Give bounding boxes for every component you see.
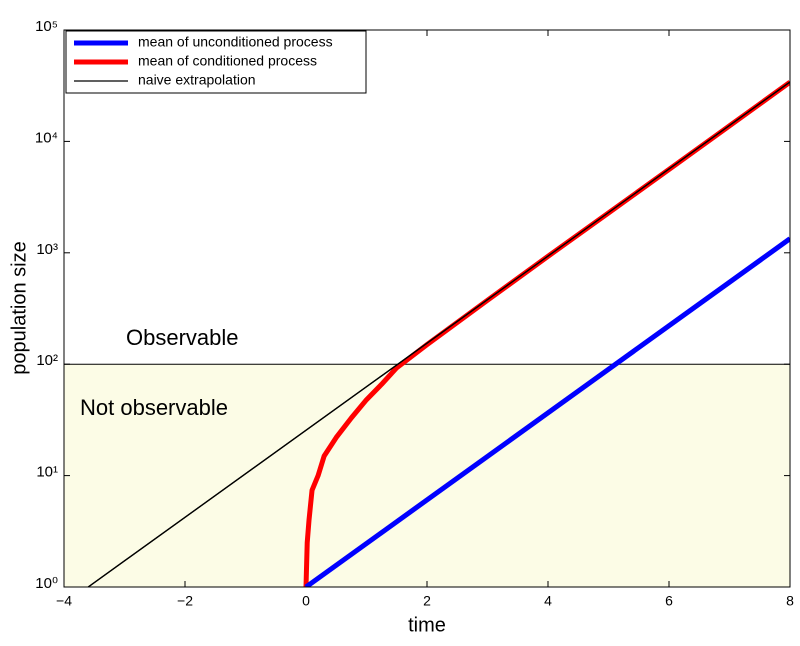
y-tick-label: 10¹ [36, 464, 58, 481]
annotation: Not observable [80, 395, 228, 420]
y-axis-label: population size [8, 241, 30, 374]
x-tick-label: −4 [56, 593, 72, 609]
legend-label: naive extrapolation [138, 72, 256, 88]
legend-label: mean of conditioned process [138, 53, 317, 69]
y-tick-label: 10⁴ [35, 129, 58, 146]
plot-frame [63, 29, 791, 588]
y-tick-label: 10⁰ [35, 575, 58, 592]
annotation: Observable [126, 325, 239, 350]
unobservable-region [64, 364, 790, 587]
x-tick-label: 6 [665, 593, 673, 609]
x-tick-label: 8 [786, 593, 794, 609]
x-tick-label: −2 [177, 593, 193, 609]
x-tick-label: 4 [544, 593, 552, 609]
x-tick-label: 2 [423, 593, 431, 609]
series-line [87, 81, 790, 587]
plot-lines [87, 80, 790, 587]
legend-label: mean of unconditioned process [138, 34, 333, 50]
y-tick-label: 10³ [36, 241, 58, 258]
x-tick-label: 0 [302, 593, 310, 609]
series-line [304, 236, 790, 587]
x-axis-label: time [408, 614, 446, 636]
y-tick-label: 10⁵ [35, 18, 58, 35]
y-tick-label: 10² [36, 352, 58, 369]
